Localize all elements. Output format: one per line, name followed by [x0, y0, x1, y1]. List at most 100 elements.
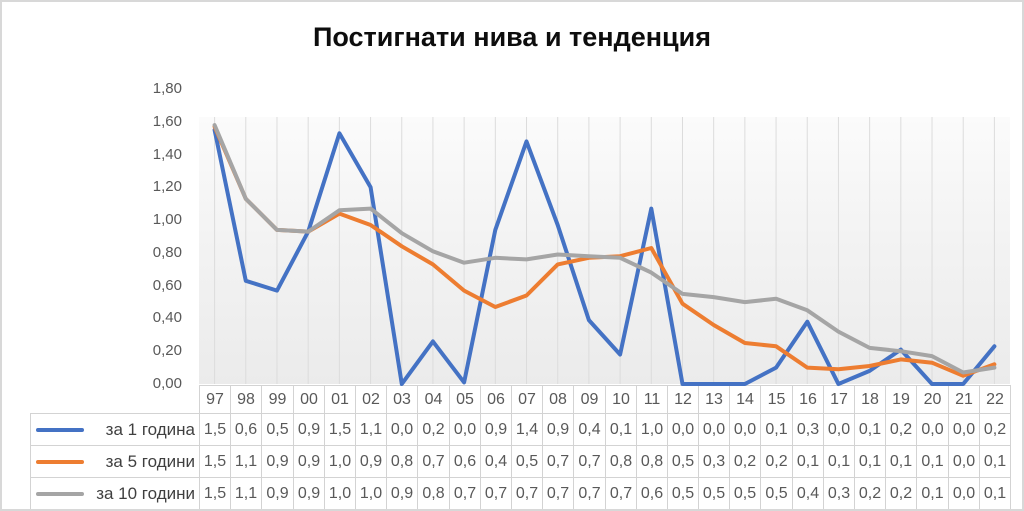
x-axis-label: 22: [979, 385, 1011, 414]
table-value-cell: 0,7: [573, 445, 606, 478]
table-value-cell: 0,5: [511, 445, 543, 478]
table-value-cell: 0,1: [823, 445, 855, 478]
table-value-cell: 0,2: [854, 477, 886, 509]
table-value-cell: 0,1: [760, 413, 793, 446]
x-axis-label: 19: [885, 385, 917, 414]
table-value-cell: 0,2: [760, 445, 793, 478]
x-axis-label: 16: [792, 385, 824, 414]
legend-item: за 1 година: [30, 413, 200, 446]
y-axis-label: 1,40: [152, 145, 182, 163]
table-value-cell: 0,0: [667, 413, 699, 446]
y-axis-label: 0,20: [152, 342, 182, 360]
table-value-cell: 0,7: [480, 477, 512, 509]
x-axis-label: 01: [324, 385, 356, 414]
table-value-cell: 0,2: [729, 445, 761, 478]
table-value-cell: 0,1: [792, 445, 824, 478]
x-axis-label: 12: [667, 385, 699, 414]
y-axis-label: 0,00: [152, 375, 182, 392]
table-value-cell: 0,9: [293, 445, 325, 478]
table-value-cell: 1,0: [355, 477, 387, 509]
table-value-cell: 0,9: [261, 477, 294, 509]
table-value-cell: 0,5: [760, 477, 793, 509]
y-axis-label: 0,40: [152, 309, 182, 327]
table-value-cell: 0,1: [854, 445, 886, 478]
x-axis-label: 05: [449, 385, 481, 414]
table-value-cell: 0,2: [885, 477, 917, 509]
legend-key-line-icon: [36, 427, 84, 432]
table-value-cell: 0,5: [261, 413, 294, 446]
legend-item: за 5 години: [30, 445, 200, 478]
table-value-cell: 0,2: [885, 413, 917, 446]
y-axis-label: 1,20: [152, 178, 182, 196]
table-value-cell: 1,5: [199, 413, 231, 446]
table-value-cell: 0,7: [542, 477, 574, 509]
x-axis-label: 07: [511, 385, 543, 414]
legend-key-line-icon: [36, 491, 84, 496]
x-axis-label: 11: [636, 385, 668, 414]
table-value-cell: 0,5: [729, 477, 761, 509]
table-value-cell: 1,0: [324, 445, 356, 478]
table-value-cell: 1,5: [199, 445, 231, 478]
table-value-cell: 0,0: [698, 413, 730, 446]
table-value-cell: 0,7: [542, 445, 574, 478]
table-value-cell: 0,4: [480, 445, 512, 478]
x-axis-label: 17: [823, 385, 855, 414]
table-value-cell: 1,5: [199, 477, 231, 509]
table-value-cell: 0,7: [605, 477, 637, 509]
x-axis-label: 21: [948, 385, 980, 414]
y-axis-label: 1,60: [152, 112, 182, 130]
table-value-cell: 0,2: [979, 413, 1011, 446]
table-value-cell: 1,1: [230, 445, 262, 478]
table-value-cell: 0,1: [979, 445, 1011, 478]
table-value-cell: 0,7: [511, 477, 543, 509]
table-value-cell: 1,4: [511, 413, 543, 446]
legend-item: за 10 години: [30, 477, 200, 509]
x-axis-label: 06: [480, 385, 512, 414]
table-value-cell: 0,9: [480, 413, 512, 446]
table-value-cell: 0,4: [792, 477, 824, 509]
table-value-cell: 0,8: [386, 445, 418, 478]
table-value-cell: 0,6: [449, 445, 481, 478]
y-axis-label: 1,80: [152, 80, 182, 97]
y-axis-label: 0,60: [152, 276, 182, 294]
table-value-cell: 0,9: [293, 477, 325, 509]
x-axis-label: 13: [698, 385, 730, 414]
table-value-cell: 0,9: [542, 413, 574, 446]
table-value-cell: 0,3: [698, 445, 730, 478]
x-axis-label: 10: [605, 385, 637, 414]
table-value-cell: 0,1: [854, 413, 886, 446]
x-axis-label: 08: [542, 385, 574, 414]
x-axis-label: 98: [230, 385, 262, 414]
table-value-cell: 0,9: [355, 445, 387, 478]
table-value-cell: 0,7: [417, 445, 450, 478]
table-value-cell: 0,0: [729, 413, 761, 446]
table-value-cell: 0,0: [948, 413, 980, 446]
table-value-cell: 0,7: [573, 477, 606, 509]
y-axis-label: 1,00: [152, 211, 182, 229]
table-value-cell: 0,9: [293, 413, 325, 446]
legend-series-name: за 5 години: [105, 451, 195, 471]
table-value-cell: 0,0: [449, 413, 481, 446]
table-value-cell: 1,1: [355, 413, 387, 446]
table-value-cell: 0,0: [916, 413, 949, 446]
table-value-cell: 0,3: [792, 413, 824, 446]
x-axis-label: 15: [760, 385, 793, 414]
table-value-cell: 0,1: [885, 445, 917, 478]
table-value-cell: 0,4: [573, 413, 606, 446]
table-value-cell: 0,0: [386, 413, 418, 446]
table-value-cell: 0,6: [230, 413, 262, 446]
plot-area-background: [199, 117, 1010, 384]
table-value-cell: 0,0: [948, 445, 980, 478]
table-value-cell: 0,8: [636, 445, 668, 478]
table-value-cell: 0,9: [261, 445, 294, 478]
table-value-cell: 0,1: [916, 477, 949, 509]
table-value-cell: 0,6: [636, 477, 668, 509]
table-value-cell: 0,2: [417, 413, 450, 446]
table-value-cell: 1,0: [636, 413, 668, 446]
table-value-cell: 0,0: [948, 477, 980, 509]
x-axis-label: 14: [729, 385, 761, 414]
table-value-cell: 0,8: [417, 477, 450, 509]
table-value-cell: 0,3: [823, 477, 855, 509]
legend-series-name: за 1 година: [105, 419, 195, 439]
